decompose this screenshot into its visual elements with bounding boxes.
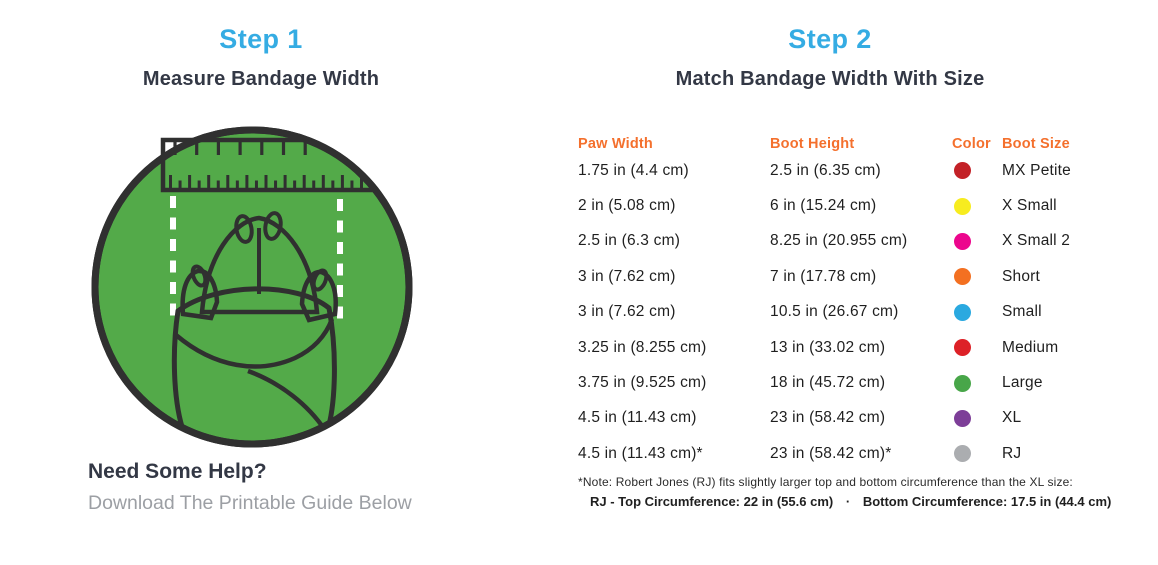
boot-height-value: 7 in (17.78 cm) [770, 267, 877, 285]
header-paw-width: Paw Width [578, 136, 653, 152]
step2-heading: Step 2 Match Bandage Width With Size [640, 24, 1020, 91]
step1-title: Step 1 [219, 24, 303, 54]
step1-subtitle: Measure Bandage Width [142, 68, 380, 90]
paw-width-value: 2.5 in (6.3 cm) [578, 232, 681, 250]
step1-heading: Step 1 Measure Bandage Width [90, 24, 432, 91]
boot-height-value: 13 in (33.02 cm) [770, 338, 886, 356]
boot-size-value: Small [1002, 303, 1042, 321]
bandage-wrap-line-lower [247, 368, 327, 432]
boot-size-value: XL [1002, 409, 1022, 427]
green-circle-outline [91, 126, 413, 448]
table-row: 2.5 in (6.3 cm) 8.25 in (20.955 cm) X Sm… [578, 224, 1123, 259]
boot-height-value: 6 in (15.24 cm) [770, 197, 877, 215]
paw-width-value: 4.5 in (11.43 cm)* [578, 444, 703, 462]
paw-width-value: 4.5 in (11.43 cm) [578, 409, 697, 427]
header-color: Color [952, 136, 991, 152]
table-row: 3.75 in (9.525 cm) 18 in (45.72 cm) Larg… [578, 365, 1123, 400]
color-dot [954, 197, 971, 215]
paw-right-claw [311, 268, 329, 292]
paw-front-toes [199, 215, 320, 315]
boot-height-value: 18 in (45.72 cm) [770, 374, 886, 392]
table-row: 3 in (7.62 cm) 10.5 in (26.67 cm) Small [578, 295, 1123, 330]
boot-size-value: X Small 2 [1002, 232, 1071, 250]
step2-title: Step 2 [788, 24, 872, 54]
table-row: 1.75 in (4.4 cm) 2.5 in (6.35 cm) MX Pet… [578, 153, 1123, 188]
color-dot [954, 374, 971, 392]
paw-width-value: 3 in (7.62 cm) [578, 267, 676, 285]
footnote-top-circumference: RJ - Top Circumference: 22 in (55.6 cm) [590, 494, 834, 509]
boot-size-value: Medium [1002, 338, 1059, 356]
ruler-ticks-top [173, 140, 307, 155]
paw-width-value: 3.75 in (9.525 cm) [578, 374, 707, 392]
footnote-line1: *Note: Robert Jones (RJ) fits slightly l… [578, 475, 1073, 489]
table-row: 2 in (5.08 cm) 6 in (15.24 cm) X Small [578, 188, 1123, 223]
boot-size-value: Large [1002, 374, 1043, 392]
boot-size-value: RJ [1002, 444, 1022, 462]
paw-width-value: 3 in (7.62 cm) [578, 303, 676, 321]
help-title: Need Some Help? [88, 460, 267, 483]
paw-measure-illustration [91, 126, 413, 448]
boot-height-value: 23 in (58.42 cm)* [770, 444, 892, 462]
size-table-header: Paw Width Boot Height Color Boot Size [578, 136, 1123, 152]
footnote: *Note: Robert Jones (RJ) fits slightly l… [578, 475, 1138, 509]
footnote-separator: · [845, 494, 851, 509]
boot-size-value: MX Petite [1002, 161, 1071, 179]
color-dot [954, 303, 971, 321]
color-dot [954, 162, 971, 180]
paw-width-value: 2 in (5.08 cm) [578, 197, 676, 215]
paw-left-claw [190, 264, 208, 288]
color-dot [954, 339, 971, 357]
table-row: 4.5 in (11.43 cm)* 23 in (58.42 cm)* RJ [578, 436, 1123, 471]
paw-width-value: 3.25 in (8.255 cm) [578, 338, 707, 356]
size-table: Paw Width Boot Height Color Boot Size 1.… [578, 136, 1123, 472]
boot-size-value: X Small [1002, 197, 1057, 215]
paw-width-value: 1.75 in (4.4 cm) [578, 161, 689, 179]
step2-subtitle: Match Bandage Width With Size [675, 68, 985, 90]
color-dot [954, 232, 971, 250]
boot-height-value: 2.5 in (6.35 cm) [770, 161, 881, 179]
header-boot-size: Boot Size [1002, 136, 1070, 152]
footnote-bottom-circumference: Bottom Circumference: 17.5 in (44.4 cm) [862, 494, 1112, 509]
paw-center-claw-left [234, 214, 254, 244]
paw-left-toe [180, 268, 220, 321]
size-table-rows: 1.75 in (4.4 cm) 2.5 in (6.35 cm) MX Pet… [578, 153, 1123, 472]
boot-height-value: 8.25 in (20.955 cm) [770, 232, 908, 250]
color-dot [954, 409, 971, 427]
header-boot-height: Boot Height [770, 136, 855, 152]
color-dot [954, 268, 971, 286]
footnote-line2: RJ - Top Circumference: 22 in (55.6 cm) … [578, 494, 1138, 509]
boot-size-value: Short [1002, 267, 1041, 285]
table-row: 4.5 in (11.43 cm) 23 in (58.42 cm) XL [578, 401, 1123, 436]
help-subtitle: Download The Printable Guide Below [88, 492, 412, 514]
boot-height-value: 23 in (58.42 cm) [770, 409, 886, 427]
table-row: 3.25 in (8.255 cm) 13 in (33.02 cm) Medi… [578, 330, 1123, 365]
boot-height-value: 10.5 in (26.67 cm) [770, 303, 899, 321]
paw-center-claw-right [263, 211, 283, 241]
help-block: Need Some Help? Download The Printable G… [88, 460, 412, 515]
bandage-wrap-line-upper [174, 318, 335, 369]
color-dot [954, 445, 971, 463]
table-row: 3 in (7.62 cm) 7 in (17.78 cm) Short [578, 259, 1123, 294]
